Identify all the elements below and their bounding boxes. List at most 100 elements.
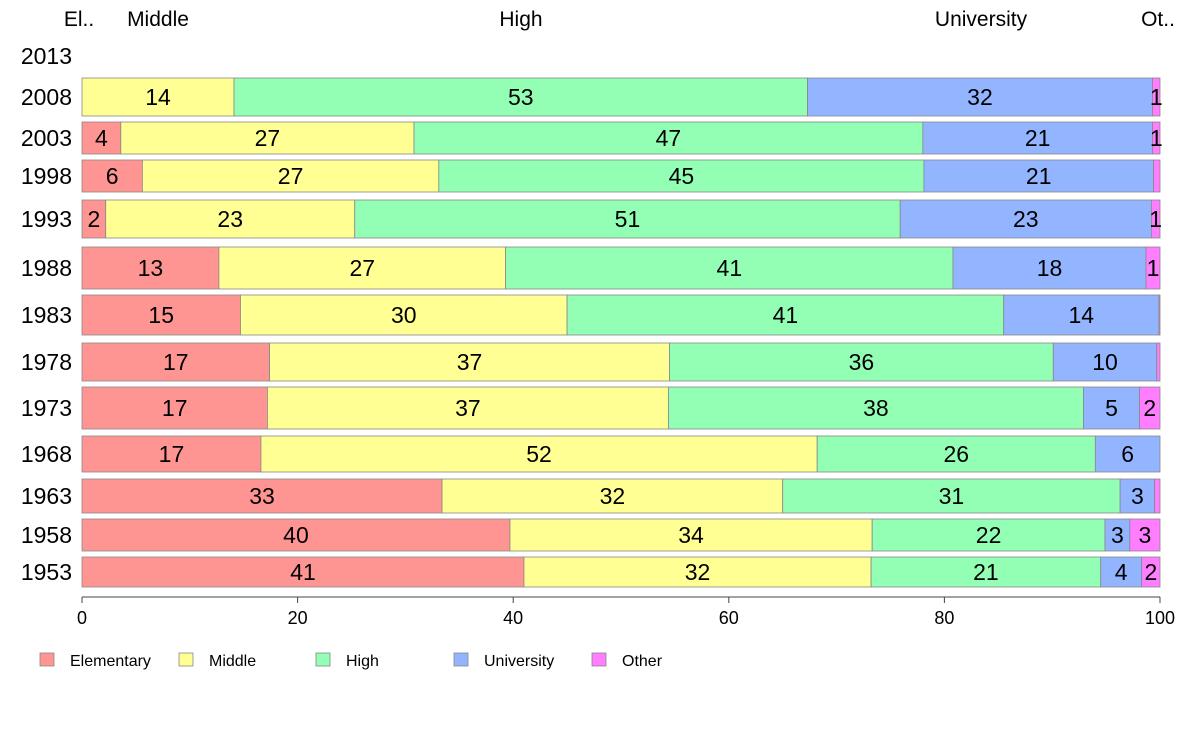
year-label-1988: 1988 [21, 255, 72, 281]
bar-label-1973-other: 2 [1143, 395, 1156, 421]
x-tick-label-0: 0 [77, 608, 87, 628]
bar-label-2003-other: 1 [1150, 125, 1163, 151]
bar-label-1953-middle: 32 [685, 559, 711, 585]
bar-label-1993-university: 23 [1013, 206, 1039, 232]
bar-label-1988-elementary: 13 [138, 255, 164, 281]
legend-swatch-other [591, 652, 607, 667]
bar-1968-elementary [81, 435, 262, 473]
bar-1963-elementary [81, 478, 443, 514]
x-tick-label-80: 80 [934, 608, 954, 628]
bar-label-2008-other: 1 [1150, 84, 1163, 110]
bar-label-1973-university: 5 [1105, 395, 1118, 421]
bar-2008-high [233, 77, 808, 117]
bar-1973-elementary [81, 386, 268, 430]
bar-1963-high [782, 478, 1121, 514]
top-category-labels: El.. Middle High University Ot.. [64, 8, 1175, 31]
bar-label-2008-middle: 14 [145, 84, 171, 110]
legend-label-university: University [484, 653, 554, 670]
bar-1993-middle [105, 199, 356, 239]
bar-label-1993-elementary: 2 [87, 206, 100, 232]
legend-label-high: High [346, 653, 379, 670]
bar-label-2003-high: 47 [656, 125, 682, 151]
legend-label-elementary: Elementary [70, 653, 151, 670]
bar-label-1988-high: 41 [717, 255, 743, 281]
bar-label-1953-elementary: 41 [290, 559, 316, 585]
bar-1998-elementary [81, 159, 143, 193]
bar-1953-elementary [81, 556, 525, 588]
bar-1998-middle [141, 159, 440, 193]
bar-1983-high [566, 294, 1005, 336]
bar-2003-middle [120, 121, 415, 155]
bar-2008-university [807, 77, 1153, 117]
bar-label-1983-university: 14 [1069, 302, 1095, 328]
top-label-0: El.. [64, 8, 94, 31]
year-axis-labels: 2013 2008 2003 1998 1993 1988 1983 1978 1973 1968… [21, 43, 72, 585]
bar-1998-other [1153, 159, 1161, 193]
year-label-1973: 1973 [21, 395, 72, 421]
top-label-1: Middle [127, 8, 189, 31]
year-label-1968: 1968 [21, 441, 72, 467]
bar-label-1998-university: 21 [1026, 163, 1052, 189]
bar-1978-middle [269, 342, 670, 382]
bar-label-2008-high: 53 [508, 84, 534, 110]
year-label-1958: 1958 [21, 522, 72, 548]
bar-2008-middle [81, 77, 235, 117]
bar-label-1983-middle: 30 [391, 302, 417, 328]
bar-1988-middle [218, 246, 507, 290]
bar-1993-other [1150, 199, 1161, 239]
bar-1988-high [505, 246, 954, 290]
bar-label-1983-high: 41 [773, 302, 799, 328]
bar-label-1968-university: 6 [1121, 441, 1134, 467]
year-label-1998: 1998 [21, 163, 72, 189]
bar-label-1988-middle: 27 [349, 255, 375, 281]
year-label-1978: 1978 [21, 349, 72, 375]
bar-1988-university [952, 246, 1147, 290]
bar-1953-middle [523, 556, 872, 588]
top-label-4: Ot.. [1141, 8, 1175, 31]
bar-label-1958-middle: 34 [678, 522, 704, 548]
year-label-1953: 1953 [21, 559, 72, 585]
bar-1978-other [1156, 342, 1161, 382]
top-label-3: University [935, 8, 1028, 31]
bar-1998-university [923, 159, 1154, 193]
bar-1983-elementary [81, 294, 241, 336]
bar-1953-other [1141, 556, 1161, 588]
bar-label-1993-middle: 23 [217, 206, 243, 232]
bar-label-1968-elementary: 17 [159, 441, 185, 467]
bar-label-1958-university: 3 [1111, 522, 1124, 548]
bar-label-2003-university: 21 [1025, 125, 1051, 151]
legend-swatch-middle [178, 652, 194, 667]
bar-1958-other [1129, 518, 1161, 552]
bar-1968-middle [260, 435, 818, 473]
legend-label-other: Other [622, 653, 663, 670]
bar-label-1958-other: 3 [1139, 522, 1152, 548]
top-label-2: High [499, 8, 542, 31]
bar-1993-high [354, 199, 901, 239]
bar-1983-middle [240, 294, 568, 336]
bar-1983-other [1158, 294, 1161, 336]
x-tick-label-60: 60 [719, 608, 739, 628]
x-tick-label-40: 40 [503, 608, 523, 628]
bar-1963-other [1154, 478, 1161, 514]
bar-label-1998-middle: 27 [278, 163, 304, 189]
bar-1988-other [1145, 246, 1161, 290]
legend-label-middle: Middle [209, 653, 256, 670]
bar-label-1953-other: 2 [1144, 559, 1157, 585]
bar-1973-high [668, 386, 1084, 430]
bar-label-1978-elementary: 17 [163, 349, 189, 375]
bar-2003-university [922, 121, 1153, 155]
bar-label-1998-high: 45 [669, 163, 695, 189]
bar-1978-elementary [81, 342, 270, 382]
legend: Elementary Middle High University Other [39, 652, 663, 670]
bars: 14 53 32 14 27 47 21 16 27 45 212 23 51 23 113 27 41 18 11… [81, 77, 1163, 588]
bar-1978-high [669, 342, 1054, 382]
bar-label-1978-university: 10 [1092, 349, 1118, 375]
bar-2003-high [413, 121, 924, 155]
year-label-2008: 2008 [21, 84, 72, 110]
bar-1988-elementary [81, 246, 220, 290]
bar-label-1978-middle: 37 [457, 349, 483, 375]
bar-1993-university [899, 199, 1152, 239]
bar-1973-other [1139, 386, 1161, 430]
bar-label-1993-other: 1 [1149, 206, 1162, 232]
